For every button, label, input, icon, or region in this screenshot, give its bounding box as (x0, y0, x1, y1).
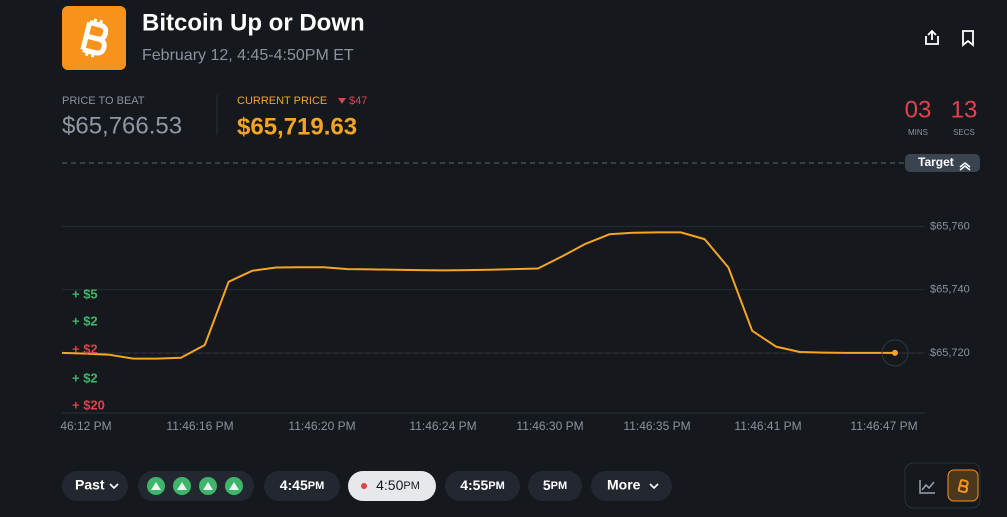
x-tick-label: 11:46:30 PM (516, 419, 583, 433)
trade-label: + $2 (72, 370, 98, 385)
current-label: CURRENT PRICE (237, 95, 327, 107)
trade-label: + $2 (72, 341, 98, 356)
price-line (61, 231, 895, 360)
title: Bitcoin Up or Down (142, 9, 365, 36)
time-value: 4:45 (280, 477, 308, 493)
time-label: 4:50PM (376, 477, 420, 493)
y-tick-label: $65,740 (930, 284, 970, 296)
chart: $65,720 $65,740 $65,760 46:12 PM 11:46:16 PM… (60, 220, 969, 433)
current-value: $65,719.63 (237, 113, 357, 140)
view-toggle (904, 462, 981, 509)
chevron (109, 483, 119, 490)
up-arrow (177, 482, 187, 490)
bookmark-button[interactable] (962, 30, 974, 47)
time-label: 5PM (543, 477, 567, 493)
up-arrow (151, 482, 161, 490)
time-value: 4:55 (460, 477, 488, 493)
time-button[interactable] (528, 471, 582, 501)
minutes: 03 (905, 96, 932, 123)
more-button[interactable] (591, 471, 672, 501)
end-point (892, 349, 898, 356)
line-view-button[interactable] (919, 480, 935, 494)
x-tick-label: 11:46:41 PM (734, 419, 801, 433)
x-tick-label: 11:46:24 PM (409, 419, 476, 433)
y-tick-label: $65,720 (930, 347, 970, 359)
beat-value: $65,766.53 (62, 112, 182, 139)
end-ring (881, 339, 909, 367)
target-chevron (959, 162, 971, 171)
time-suffix: PM (551, 480, 568, 492)
x-tick-label: 11:46:20 PM (288, 419, 355, 433)
time-value: 5 (543, 477, 551, 493)
time-label: 4:55PM (460, 477, 505, 493)
time-button[interactable] (264, 471, 340, 501)
target-label: Target (918, 155, 954, 169)
minutes-label: MINS (908, 128, 928, 137)
seconds-label: SECS (953, 128, 975, 137)
coin-view-glyph (957, 478, 969, 493)
time-label: 4:45PM (280, 477, 325, 493)
x-tick-label: 11:46:16 PM (166, 419, 233, 433)
up-arrow (203, 482, 213, 490)
beat-label: PRICE TO BEAT (62, 95, 145, 107)
trade-label: + $2 (72, 313, 98, 328)
seconds: 13 (951, 96, 978, 123)
target-badge[interactable] (905, 154, 980, 172)
time-button[interactable] (348, 471, 436, 501)
history-group (138, 471, 254, 501)
y-tick-label: $65,760 (930, 220, 970, 232)
trade-label: + $5 (72, 286, 98, 301)
down-arrow (338, 98, 346, 104)
more-label: More (607, 477, 641, 493)
time-suffix: PM (308, 480, 325, 492)
past-label: Past (75, 477, 105, 493)
footer: Past 4:45PM 4:50PM 4:55PM 5PM More (62, 471, 672, 501)
subtitle: February 12, 4:45-4:50PM ET (142, 47, 354, 64)
price-change: $47 (349, 95, 367, 107)
past-button[interactable] (62, 471, 128, 501)
chevron (649, 483, 659, 490)
x-tick-label: 46:12 PM (60, 419, 111, 433)
up-arrow (229, 482, 239, 490)
time-value: 4:50 (376, 477, 403, 493)
x-tick-label: 11:46:35 PM (623, 419, 690, 433)
live-dot (361, 483, 367, 489)
trade-label: + $20 (72, 397, 105, 412)
time-button[interactable] (445, 471, 520, 501)
time-suffix: PM (488, 480, 505, 492)
share-button[interactable] (925, 29, 939, 45)
x-tick-label: 11:46:47 PM (850, 419, 917, 433)
time-suffix: PM (403, 480, 420, 492)
